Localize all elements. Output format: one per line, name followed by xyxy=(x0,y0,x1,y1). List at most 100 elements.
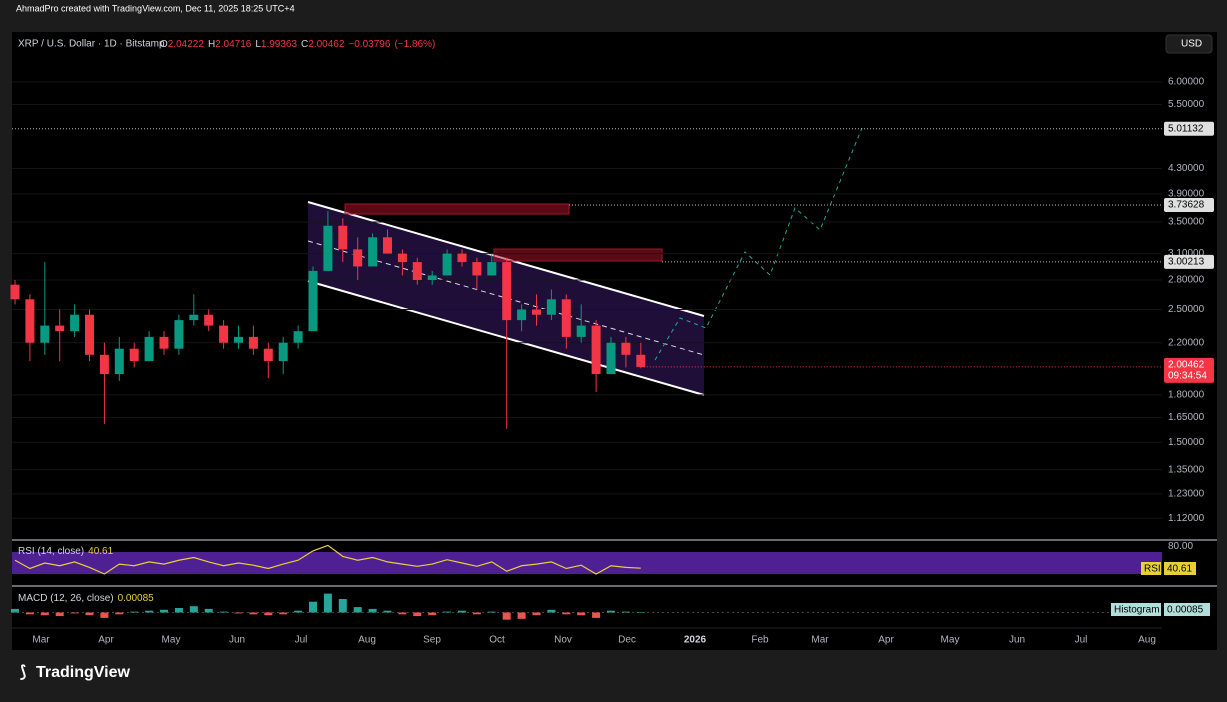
rsi-line xyxy=(14,544,641,575)
time-label: Jun xyxy=(229,635,245,646)
candle-body xyxy=(472,262,482,276)
candle-body xyxy=(397,253,407,263)
rsi-value: 40.61 xyxy=(88,546,113,557)
candle-body xyxy=(576,325,586,337)
macd-bar xyxy=(264,612,273,616)
candle-body xyxy=(174,320,184,349)
candle-body xyxy=(412,262,422,281)
candle-body xyxy=(204,314,214,326)
rsi-band xyxy=(12,552,1162,574)
macd-bar xyxy=(100,612,109,618)
macd-bar xyxy=(234,612,243,614)
ohlc-key: C xyxy=(301,39,308,50)
candle-body xyxy=(293,331,303,343)
candle-body xyxy=(353,249,363,267)
macd-bar xyxy=(11,608,19,613)
level-label: 3.00213 xyxy=(1168,257,1205,268)
macd-legend: MACD (12, 26, close) 0.00085 xyxy=(18,593,154,604)
candle-body xyxy=(263,348,273,362)
macd-bar xyxy=(428,612,437,616)
candle-body xyxy=(502,262,512,321)
last-price-tag xyxy=(1164,357,1214,383)
candle-body xyxy=(144,336,154,362)
macd-bar xyxy=(621,611,630,613)
candle-body xyxy=(457,253,467,263)
countdown: 09:34:54 xyxy=(1168,371,1207,382)
macd-tag: Histogram xyxy=(1114,605,1160,616)
time-label: Aug xyxy=(1138,635,1156,646)
macd-bar xyxy=(55,612,64,617)
macd-bar xyxy=(487,611,496,613)
candle-body xyxy=(636,354,646,367)
macd-bar xyxy=(368,608,377,613)
y-tick-label: 4.30000 xyxy=(1168,163,1205,174)
ohlc-text: O2.04222 H2.04716 L1.99363 C2.00462 −0.03796… xyxy=(160,39,435,50)
candle-body xyxy=(383,237,392,254)
macd-bar xyxy=(249,612,258,615)
channel-lower xyxy=(307,280,705,396)
candle-body xyxy=(99,354,109,375)
symbol-title: XRP / U.S. Dollar · 1D · Bitstamp xyxy=(18,39,165,50)
y-tick-label: 1.35000 xyxy=(1168,464,1205,475)
time-label: Dec xyxy=(618,635,636,646)
y-tick-label: 2.50000 xyxy=(1168,304,1205,315)
y-tick-label: 1.23000 xyxy=(1168,489,1205,500)
candle-body xyxy=(10,284,20,300)
macd-bar xyxy=(309,601,317,613)
channel-mid xyxy=(307,240,705,356)
macd-bar xyxy=(219,611,228,613)
time-label: Sep xyxy=(423,635,441,646)
y-tick-label: 5.50000 xyxy=(1168,99,1205,110)
currency-label[interactable]: USD xyxy=(1181,39,1202,50)
macd-bar xyxy=(472,612,481,615)
candle-body xyxy=(40,325,50,343)
last-price: 2.00462 xyxy=(1168,360,1205,371)
rsi-tag-box xyxy=(1141,562,1161,575)
macd-bar xyxy=(160,609,168,613)
macd-value-box xyxy=(1164,603,1210,616)
y-tick-label: 1.50000 xyxy=(1168,437,1205,448)
level-tag xyxy=(1164,198,1214,213)
macd-bar xyxy=(70,612,79,614)
macd-value: 0.00085 xyxy=(118,593,155,604)
macd-bar xyxy=(458,610,466,613)
candle-body xyxy=(427,275,437,281)
macd-tag-box xyxy=(1111,603,1161,616)
rsi-tag: RSI xyxy=(1144,564,1161,575)
macd-bar xyxy=(204,608,213,613)
macd-bar xyxy=(607,610,615,613)
macd-bar xyxy=(174,608,183,613)
chart-area xyxy=(12,32,1217,650)
supply-zone xyxy=(493,248,663,262)
candle-body xyxy=(189,314,199,321)
macd-bar xyxy=(25,612,34,615)
candle-body xyxy=(129,348,139,362)
level-label: 5.01132 xyxy=(1168,123,1204,134)
time-label: Mar xyxy=(811,635,829,646)
candle-body xyxy=(85,314,94,355)
ohlc-value: 2.04716 xyxy=(215,39,252,50)
time-label: Jul xyxy=(1075,635,1088,646)
rsi-tick-label: 80.00 xyxy=(1168,541,1193,552)
ohlc-key: L xyxy=(255,39,261,50)
y-tick-label: 1.65000 xyxy=(1168,412,1205,423)
macd-bar xyxy=(145,610,154,613)
candle-body xyxy=(546,299,556,315)
brand-mark: ⟆ xyxy=(20,664,26,681)
candle-body xyxy=(323,225,333,271)
macd-bar xyxy=(413,612,422,617)
macd-bar xyxy=(279,612,288,615)
macd-bar xyxy=(443,611,452,613)
time-label: May xyxy=(162,635,181,646)
candle-body xyxy=(621,342,631,355)
currency-button[interactable] xyxy=(1165,34,1213,54)
rsi-tag-value: 40.61 xyxy=(1167,564,1192,575)
macd-bar xyxy=(338,599,347,613)
ohlc-value: 1.99363 xyxy=(261,39,298,50)
projection-path xyxy=(654,127,863,361)
macd-bar xyxy=(189,606,198,613)
level-tag xyxy=(1164,254,1214,269)
candle-body xyxy=(368,237,378,267)
macd-bar xyxy=(517,612,526,619)
candle-body xyxy=(532,309,541,315)
